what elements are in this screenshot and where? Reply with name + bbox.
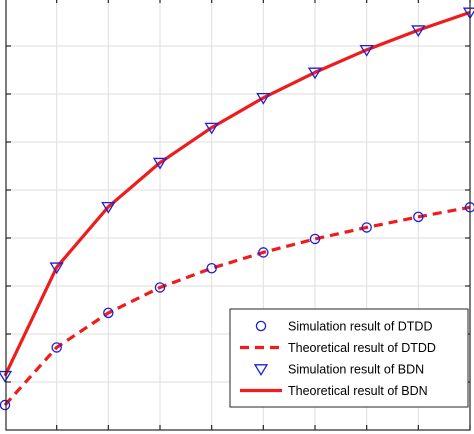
data-point bbox=[411, 25, 426, 38]
data-point bbox=[359, 44, 374, 57]
legend-item: Theoretical result of DTDD bbox=[240, 341, 436, 355]
data-point bbox=[103, 307, 114, 319]
data-point bbox=[49, 262, 64, 275]
data-point bbox=[413, 211, 424, 223]
legend-label: Theoretical result of DTDD bbox=[288, 341, 436, 355]
legend: Simulation result of DTDD Theoretical res… bbox=[229, 308, 469, 408]
legend-item: Theoretical result of BDN bbox=[240, 384, 428, 398]
data-point bbox=[0, 370, 13, 383]
legend-label: Simulation result of BDN bbox=[288, 363, 424, 377]
data-point bbox=[0, 399, 11, 411]
series-line bbox=[3, 205, 471, 407]
series-theoretical-result-of-bdn bbox=[3, 10, 471, 377]
series-theoretical-result-of-dtdd bbox=[3, 205, 471, 407]
legend-item: Simulation result of BDN bbox=[253, 363, 424, 377]
data-point bbox=[204, 122, 219, 135]
data-point bbox=[256, 92, 271, 105]
legend-swatch bbox=[253, 364, 269, 376]
data-point bbox=[309, 233, 321, 245]
data-point bbox=[154, 282, 166, 293]
data-point bbox=[258, 247, 269, 258]
data-point bbox=[361, 222, 372, 233]
data-point bbox=[101, 201, 116, 214]
data-point bbox=[51, 342, 62, 353]
plot-area bbox=[0, 7, 474, 411]
legend-label: Simulation result of DTDD bbox=[288, 320, 433, 334]
data-point bbox=[152, 157, 168, 170]
data-point bbox=[206, 262, 217, 274]
grid-lines bbox=[6, 0, 471, 430]
series-line bbox=[3, 10, 471, 377]
legend-swatch bbox=[255, 320, 267, 332]
axes-frame bbox=[5, 0, 471, 431]
legend-label: Theoretical result of BDN bbox=[288, 384, 428, 398]
data-point bbox=[307, 67, 323, 80]
legend-item: Simulation result of DTDD bbox=[255, 320, 433, 334]
series-simulation-result-of-dtdd bbox=[0, 202, 474, 411]
